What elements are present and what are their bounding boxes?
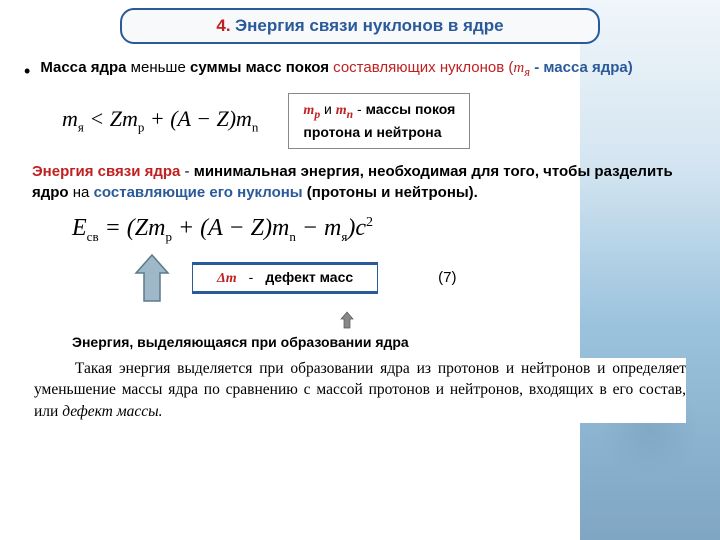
defect-mass-row: Δm - дефект масс (7): [132, 253, 688, 303]
delta-m: Δm: [217, 271, 237, 287]
slide-content: 4. Энергия связи нуклонов в ядре • Масса…: [0, 0, 720, 431]
row-formula-box: mя < Zmp + (A − Z)mn mp и mn - массы пок…: [62, 93, 688, 148]
title-number: 4.: [216, 16, 230, 35]
bullet-icon: •: [24, 59, 30, 83]
t4: составляющих нуклонов (: [333, 59, 513, 76]
equation-number: (7): [438, 269, 456, 286]
t5: mя: [513, 60, 530, 76]
t2: меньше: [131, 59, 186, 76]
def-term: Энергия связи ядра: [32, 163, 180, 180]
defect-mass-box: Δm - дефект масс: [192, 262, 378, 294]
mass-legend-box: mp и mn - массы покояпротона и нейтрона: [288, 93, 470, 148]
arrow-up-icon: [132, 253, 172, 303]
arrow-small-icon: [340, 311, 354, 329]
mn: mn: [336, 103, 353, 118]
t1: Масса ядра: [40, 59, 130, 76]
title-banner: 4. Энергия связи нуклонов в ядре: [120, 8, 600, 44]
title-text: Энергия связи нуклонов в ядре: [235, 16, 504, 35]
bullet-mass-statement: • Масса ядра меньше суммы масс покоя сос…: [24, 58, 696, 83]
binding-energy-formula: Eсв = (Zmp + (A − Z)mn − mя)c2: [72, 215, 373, 245]
binding-energy-formula-row: Eсв = (Zmp + (A − Z)mn − mя)c2: [72, 215, 688, 245]
binding-energy-definition: Энергия связи ядра - минимальная энергия…: [32, 161, 688, 203]
mp: mp: [303, 103, 320, 118]
inequality-formula: mя < Zmp + (A − Z)mn: [62, 106, 258, 135]
footer-explanation: Такая энергия выделяется при образовании…: [34, 358, 686, 423]
t3: суммы масс покоя: [186, 59, 333, 76]
t6: - масса ядра): [530, 59, 633, 76]
bullet-text: Масса ядра меньше суммы масс покоя соста…: [40, 58, 632, 81]
energy-release-label: Энергия, выделяющаяся при образовании яд…: [72, 334, 688, 350]
defect-label: дефект масс: [265, 269, 353, 285]
